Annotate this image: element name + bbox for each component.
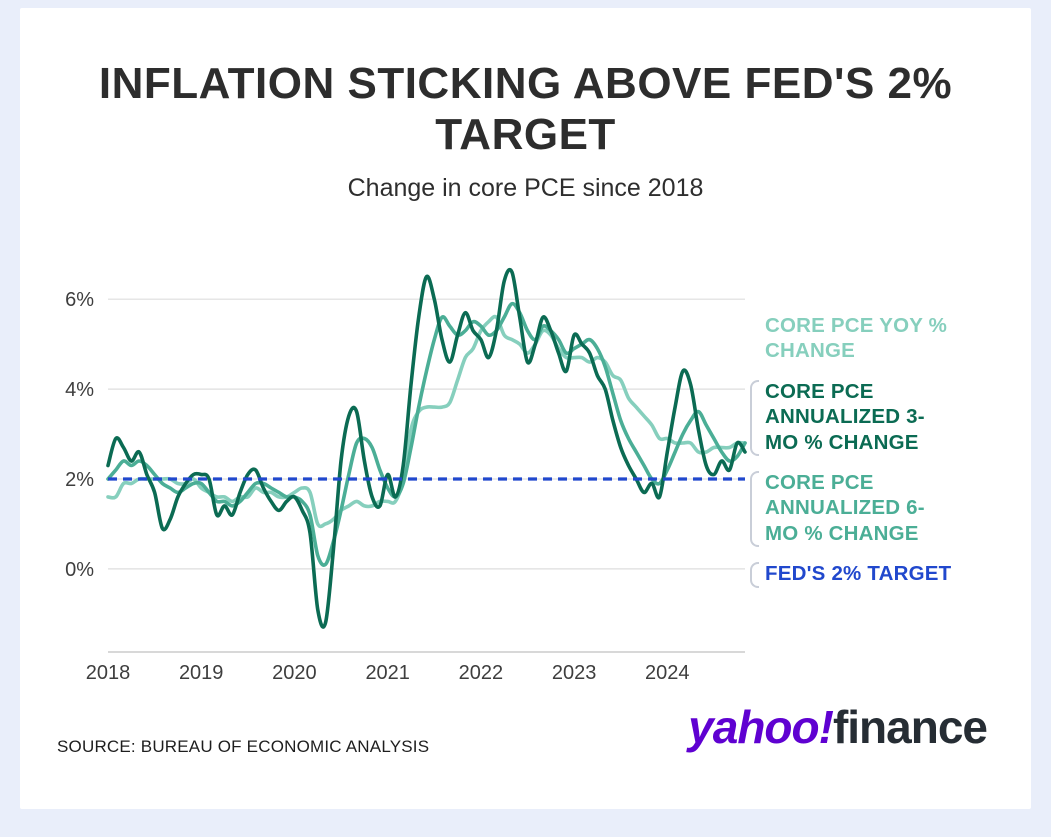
svg-text:2%: 2%: [65, 469, 94, 491]
svg-text:6%: 6%: [65, 289, 94, 311]
legend-item-fed-target: FED'S 2% TARGET: [750, 561, 1010, 588]
legend-bracket: [750, 379, 759, 457]
legend-label-yoy: CORE PCE YOY % CHANGE: [765, 314, 948, 363]
svg-text:2021: 2021: [365, 662, 410, 684]
page-title: INFLATION STICKING ABOVE FED'S 2% TARGET: [98, 59, 953, 160]
svg-text:2024: 2024: [645, 662, 690, 684]
chart-card: INFLATION STICKING ABOVE FED'S 2% TARGET…: [20, 8, 1031, 809]
svg-text:2023: 2023: [552, 662, 597, 684]
yahoo-logo-text: yahoo!: [688, 701, 834, 753]
legend-item-3mo: CORE PCE ANNUALIZED 3-MO % CHANGE: [750, 379, 1010, 457]
svg-text:2020: 2020: [272, 662, 317, 684]
svg-text:2022: 2022: [459, 662, 504, 684]
pce-chart: 0% 2% 4% 6% 2018 2019 2020 2021 2022 2023 2024: [48, 246, 748, 690]
svg-text:2018: 2018: [86, 662, 131, 684]
svg-text:4%: 4%: [65, 379, 94, 401]
chart-subtitle: Change in core PCE since 2018: [347, 174, 704, 203]
legend-item-6mo: CORE PCE ANNUALIZED 6-MO % CHANGE: [750, 470, 1010, 548]
legend-bracket: [750, 471, 759, 548]
legend-label-6mo: CORE PCE ANNUALIZED 6-MO % CHANGE: [765, 471, 925, 545]
finance-logo-text: finance: [832, 701, 988, 753]
legend-bracket: [750, 562, 759, 588]
legend-item-yoy: CORE PCE YOY % CHANGE: [765, 313, 1010, 364]
source-credit: SOURCE: BUREAU OF ECONOMIC ANALYSIS: [57, 737, 430, 756]
legend-label-3mo: CORE PCE ANNUALIZED 3-MO % CHANGE: [765, 379, 925, 454]
legend-label-fed-target: FED'S 2% TARGET: [765, 562, 952, 586]
chart-legend: CORE PCE YOY % CHANGE CORE PCE ANNUALIZE…: [750, 313, 1010, 588]
svg-text:0%: 0%: [65, 559, 94, 581]
svg-text:2019: 2019: [179, 662, 224, 684]
yahoo-finance-logo: yahoo!finance: [688, 700, 988, 754]
